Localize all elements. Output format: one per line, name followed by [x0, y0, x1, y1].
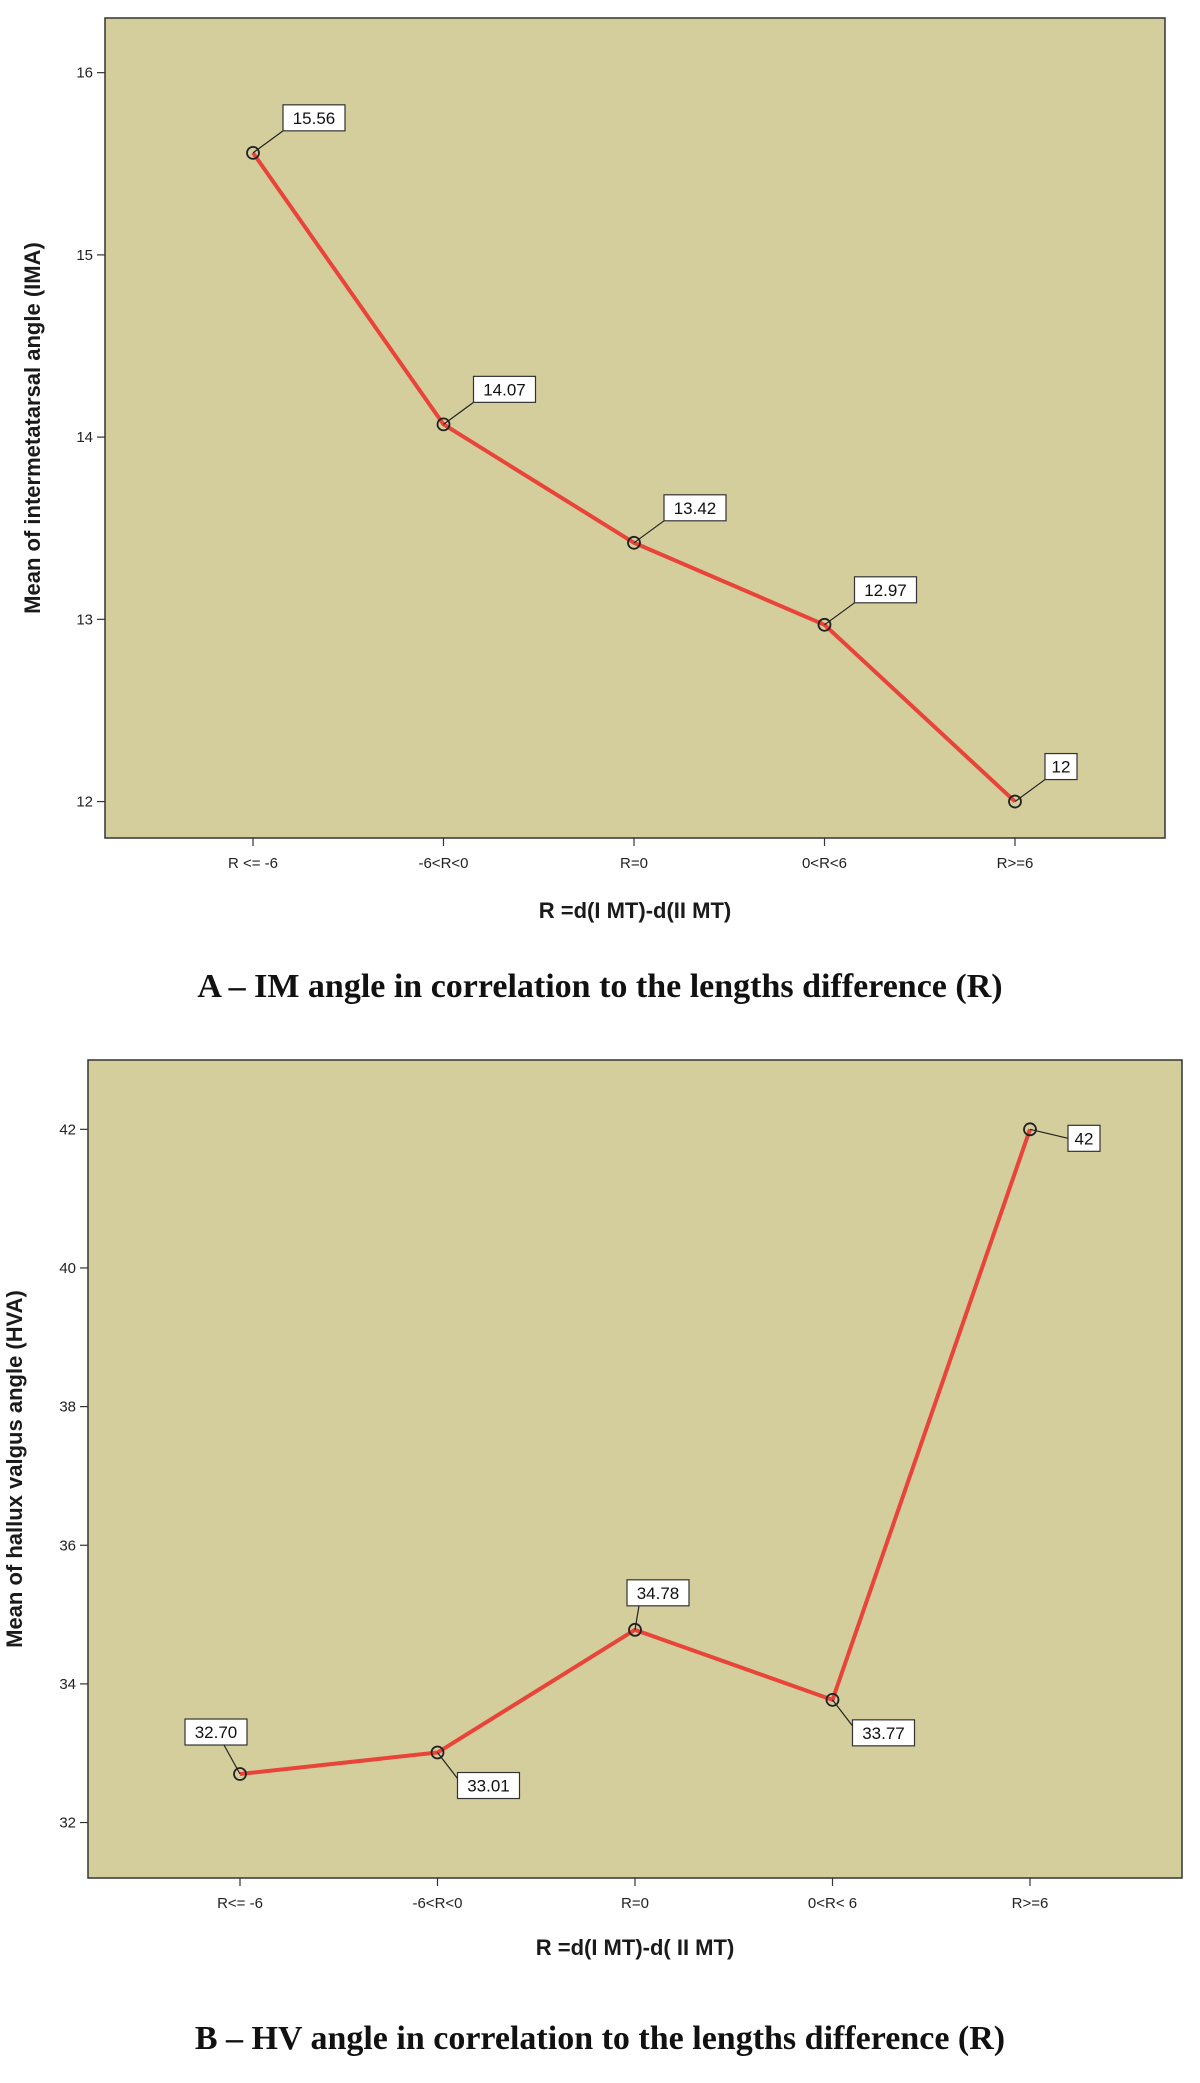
y-tick-label: 36 [59, 1537, 76, 1554]
data-label-box [1067, 1124, 1101, 1152]
data-label-box [184, 1718, 248, 1746]
y-tick-label: 16 [76, 65, 93, 82]
data-label-box [853, 576, 918, 604]
x-tick-label: R>=6 [997, 855, 1034, 872]
x-tick-label: R <= -6 [228, 855, 278, 872]
data-point [1008, 794, 1022, 809]
x-tick-label: R>=6 [1012, 1895, 1049, 1912]
x-tick-label: 0<R<6 [802, 855, 847, 872]
data-label-box [851, 1719, 916, 1747]
data-label: 33.77 [862, 1724, 905, 1743]
chart-panel-a: 12 13 14 15 16 R <= -6 -6<R<0 R=0 0<R<6 R>=6 R =d(… [0, 0, 1200, 1040]
data-label-box [1044, 752, 1078, 781]
y-tick-label: 40 [59, 1260, 76, 1277]
hva-chart: 32 34 36 38 40 42 R<= -6 -6<R<0 R=0 0<R< 6 R>=6 R =… [2, 1059, 1183, 1960]
y-tick-label: 38 [59, 1399, 76, 1416]
y-axis-title: Mean of hallux valgus angle (HVA) [2, 1290, 27, 1648]
data-point [430, 1745, 445, 1760]
data-label-box [626, 1579, 690, 1607]
y-tick-label: 14 [76, 429, 93, 446]
data-label-box [472, 375, 537, 403]
data-point [627, 535, 641, 550]
data-label: 12.97 [864, 581, 907, 600]
x-axis-title: R =d(I MT)-d( II MT) [536, 1935, 735, 1960]
data-label: 34.78 [637, 1584, 680, 1603]
y-axis-title: Mean of intermetatarsal angle (IMA) [20, 242, 45, 614]
x-tick-label: R=0 [621, 1895, 649, 1912]
data-point [246, 145, 260, 160]
data-point [825, 1692, 840, 1707]
chart-a-caption: A – IM angle in correlation to the lengt… [197, 968, 1003, 1005]
data-point [817, 617, 832, 632]
plot-area [87, 1059, 1183, 1879]
data-label: 12 [1052, 758, 1071, 777]
x-tick-label: -6<R<0 [418, 855, 468, 872]
data-label: 42 [1075, 1129, 1094, 1148]
chart-b-caption: B – HV angle in correlation to the lengt… [194, 2020, 1006, 2057]
x-tick-label: R=0 [620, 855, 648, 872]
data-label: 33.01 [467, 1777, 510, 1796]
ima-chart: 12 13 14 15 16 R <= -6 -6<R<0 R=0 0<R<6 R>=6 R =d(… [20, 17, 1166, 923]
data-label-box [456, 1771, 521, 1800]
plot-area [104, 17, 1166, 839]
data-label: 14.07 [483, 380, 526, 399]
data-label: 32.70 [195, 1723, 238, 1742]
x-tick-label: R<= -6 [217, 1895, 263, 1912]
y-tick-label: 12 [76, 794, 93, 811]
y-tick-label: 42 [59, 1121, 76, 1138]
y-tick-label: 13 [76, 611, 93, 628]
data-point [233, 1767, 247, 1781]
x-axis-title: R =d(I MT)-d(II MT) [539, 898, 731, 923]
data-label: 15.56 [293, 109, 336, 128]
data-point [1023, 1122, 1037, 1137]
data-label: 13.42 [674, 499, 717, 518]
y-tick-label: 32 [59, 1815, 76, 1832]
data-point [436, 417, 451, 432]
x-tick-label: -6<R<0 [412, 1895, 462, 1912]
data-label-box [282, 104, 346, 132]
data-label-leader [634, 1605, 640, 1630]
y-tick-label: 15 [76, 247, 93, 264]
chart-panel-b: 32 34 36 38 40 42 R<= -6 -6<R<0 R=0 0<R< 6 R>=6 R =… [0, 1040, 1200, 2083]
y-tick-label: 34 [59, 1676, 76, 1693]
x-tick-label: 0<R< 6 [808, 1895, 857, 1912]
data-label-box [663, 494, 727, 522]
data-point [628, 1622, 642, 1637]
